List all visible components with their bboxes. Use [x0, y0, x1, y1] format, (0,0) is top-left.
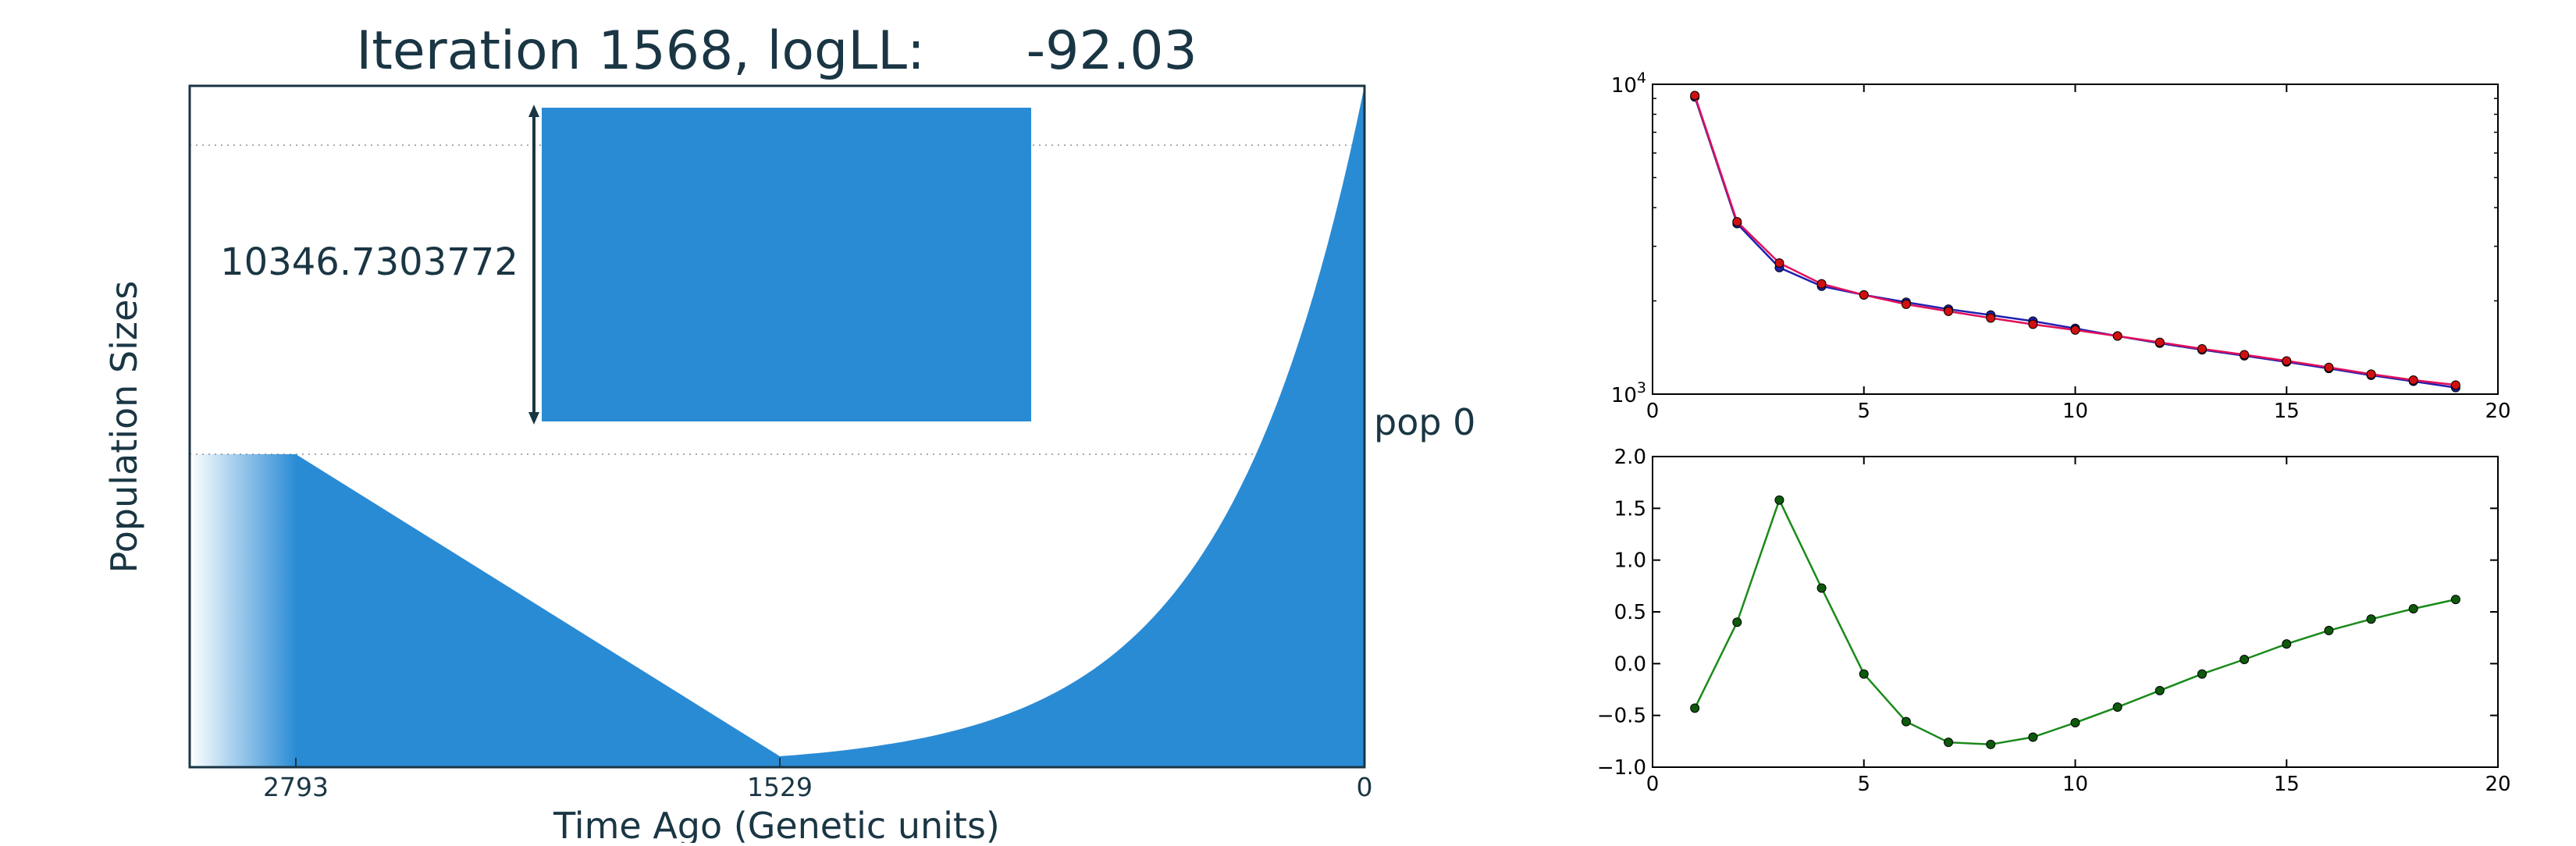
data-point-red	[2408, 375, 2418, 386]
scale-rectangle	[542, 108, 1031, 421]
data-point-red	[2282, 356, 2292, 366]
data-point-green	[2408, 604, 2418, 614]
data-point-red	[2112, 331, 2122, 341]
x-tick-label: 15	[2274, 400, 2300, 423]
x-tick-label: 5	[1857, 773, 1870, 796]
y-axis-label: Population Sizes	[103, 281, 145, 574]
x-tick-label: 5	[1857, 400, 1870, 423]
top-right-chart: 0 5 10 15 20 103 104	[1611, 69, 2511, 423]
data-point-red	[1774, 258, 1784, 268]
data-point-red	[1901, 299, 1911, 309]
scale-arrow-head-bottom	[528, 412, 539, 425]
data-point-red	[1732, 217, 1742, 227]
y-tick-label: 1.0	[1614, 549, 1646, 573]
data-point-green	[2070, 717, 2080, 727]
x-tick-label: 0	[1357, 772, 1373, 802]
data-point-red	[1690, 91, 1700, 101]
data-point-red	[2070, 325, 2080, 335]
y-tick-label: 104	[1611, 69, 1646, 98]
y-tick-label: 103	[1611, 379, 1646, 407]
x-tick-label: 20	[2485, 773, 2510, 796]
bottom-right-chart: 0 5 10 15 20 −1.0 −0.5 0.0 0.5 1.0 1.5 2.0	[1597, 446, 2511, 796]
data-point-red	[1816, 279, 1827, 289]
series-line-red	[1694, 95, 2456, 386]
data-point-green	[2197, 669, 2207, 679]
data-point-red	[2240, 350, 2250, 360]
y-tick-label: 0.0	[1614, 652, 1646, 676]
top-chart-frame	[1652, 84, 2499, 395]
data-point-green	[1944, 738, 1954, 748]
y-tick-label: 1.5	[1614, 497, 1646, 521]
scale-arrow-head-top	[528, 105, 539, 117]
data-point-green	[1732, 617, 1742, 627]
data-point-red	[2154, 337, 2165, 347]
x-tick-label: 0	[1646, 400, 1660, 423]
y-tick-label: −0.5	[1597, 705, 1646, 728]
series-line-blue	[1694, 96, 2456, 389]
main-plot: 10346.7303772 2793 1529 0 Time Ago (Gene…	[103, 84, 1475, 846]
linear-segment	[296, 454, 780, 767]
y-tick-label: −1.0	[1597, 756, 1646, 780]
x-tick-label: 20	[2485, 400, 2510, 423]
x-tick-label: 10	[2062, 400, 2088, 423]
data-point-green	[1816, 583, 1827, 593]
x-tick-label: 2793	[263, 772, 329, 802]
data-point-green	[2028, 732, 2038, 742]
fade-segment	[190, 454, 297, 767]
series-line-green	[1694, 497, 2457, 746]
data-point-green	[2324, 625, 2334, 635]
data-point-red	[1859, 290, 1869, 300]
data-point-green	[2240, 655, 2250, 665]
y-tick-label: 2.0	[1614, 446, 1646, 469]
data-point-green	[1859, 669, 1869, 679]
population-label: pop 0	[1374, 401, 1475, 443]
data-point-red	[2324, 362, 2334, 372]
main-plot-frame	[188, 84, 1366, 769]
data-point-red	[2450, 380, 2460, 390]
exponential-segment	[780, 86, 1364, 767]
data-point-red	[1986, 313, 1996, 323]
data-point-red	[2366, 369, 2376, 379]
data-point-red	[1944, 306, 1954, 316]
x-tick-label: 10	[2062, 773, 2088, 796]
data-point-green	[1901, 716, 1911, 727]
x-tick-label: 0	[1646, 773, 1660, 796]
x-tick-label: 1529	[747, 772, 813, 802]
chart-title: Iteration 1568, logLL: -92.03	[356, 20, 1197, 82]
data-point-green	[2450, 595, 2460, 605]
x-axis-label: Time Ago (Genetic units)	[553, 805, 1000, 843]
data-point-green	[2282, 639, 2292, 649]
data-point-green	[2112, 702, 2122, 713]
data-point-green	[1774, 495, 1784, 505]
data-point-green	[2154, 685, 2165, 695]
data-point-green	[1690, 703, 1700, 713]
y-tick-label: 0.5	[1614, 601, 1646, 624]
data-point-red	[2197, 343, 2207, 354]
data-point-green	[2366, 614, 2376, 624]
scale-label: 10346.7303772	[220, 240, 518, 284]
data-point-red	[2028, 319, 2038, 329]
data-point-green	[1986, 739, 1996, 749]
x-tick-label: 15	[2274, 773, 2300, 796]
